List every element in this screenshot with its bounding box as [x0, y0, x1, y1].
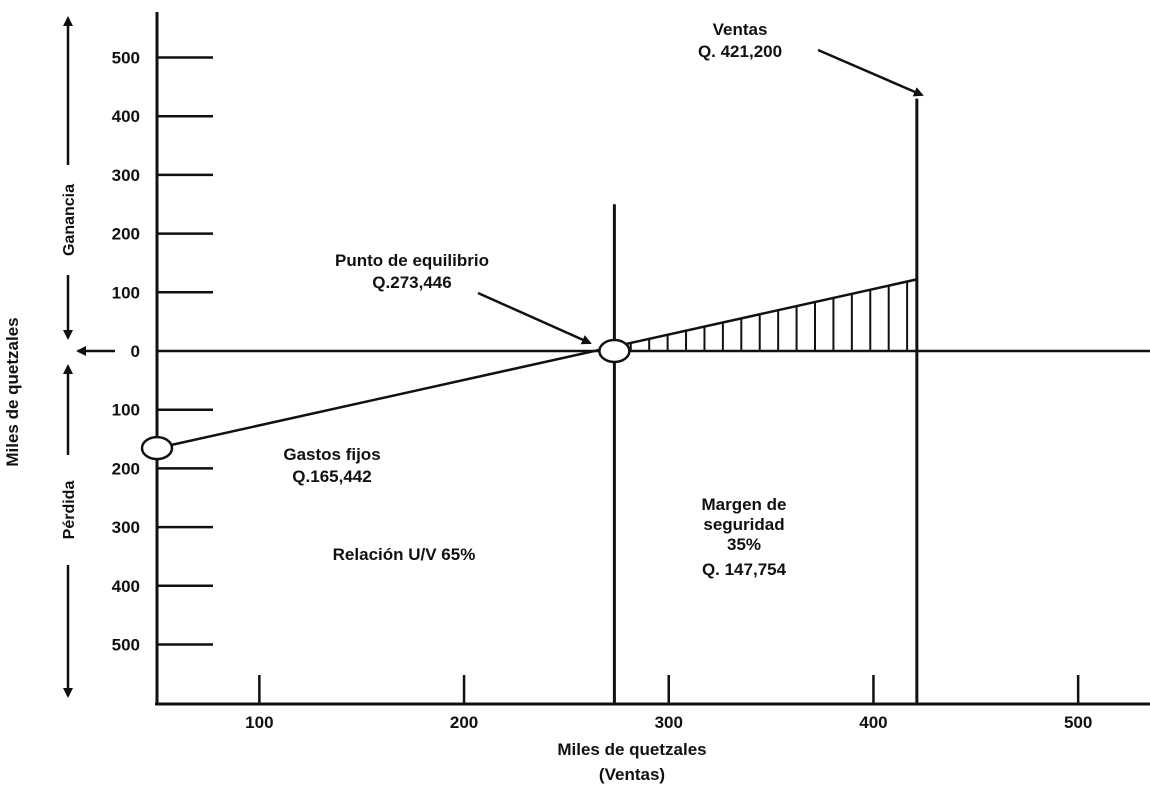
y-tick-label: 400: [112, 577, 140, 596]
y-axis-title: Miles de quetzales: [3, 317, 22, 466]
circle-marker: [598, 338, 631, 364]
y-tick-label: 100: [112, 401, 140, 420]
y-tick-label: 400: [112, 107, 140, 126]
pe-title: Punto de equilibrio: [335, 251, 489, 270]
markers: [140, 338, 631, 461]
ms-line4: Q. 147,754: [702, 560, 787, 579]
ventas-value: Q. 421,200: [698, 42, 782, 61]
ventas-title: Ventas: [713, 20, 768, 39]
x-ticks: 100 200 300 400 500: [245, 675, 1092, 732]
ganancia-label: Ganancia: [61, 184, 78, 256]
y-tick-label: 200: [112, 459, 140, 478]
y-tick-label: 100: [112, 283, 140, 302]
x-tick-label: 400: [859, 713, 887, 732]
y-tick-label: 500: [112, 49, 140, 68]
x-tick-label: 300: [655, 713, 683, 732]
pe-value: Q.273,446: [372, 273, 451, 292]
profit-hatch: [629, 281, 909, 351]
ventas-arrow: [817, 48, 924, 97]
circle-marker: [140, 435, 174, 461]
y-tick-label: 200: [112, 225, 140, 244]
y-tick-label: 500: [112, 636, 140, 655]
y-tick-label: 0: [131, 342, 140, 361]
gf-value: Q.165,442: [292, 467, 371, 486]
uv-ratio: Relación U/V 65%: [333, 545, 476, 564]
x-tick-label: 500: [1064, 713, 1092, 732]
ms-line2: seguridad: [703, 515, 784, 534]
y-tick-label: 300: [112, 518, 140, 537]
profit-loss-line: [156, 278, 918, 450]
gf-title: Gastos fijos: [283, 445, 380, 464]
x-tick-label: 100: [245, 713, 273, 732]
ms-line1: Margen de: [701, 495, 786, 514]
pe-arrow: [477, 291, 592, 345]
y-ticks: 500 400 300 200 100 0 100 200 300 400 500: [112, 49, 213, 655]
y-tick-label: 300: [112, 166, 140, 185]
ms-line3: 35%: [727, 535, 761, 554]
x-tick-label: 200: [450, 713, 478, 732]
perdida-label: Pérdida: [61, 481, 78, 540]
x-axis-subtitle: (Ventas): [599, 765, 665, 784]
x-axis-title: Miles de quetzales: [557, 740, 706, 759]
